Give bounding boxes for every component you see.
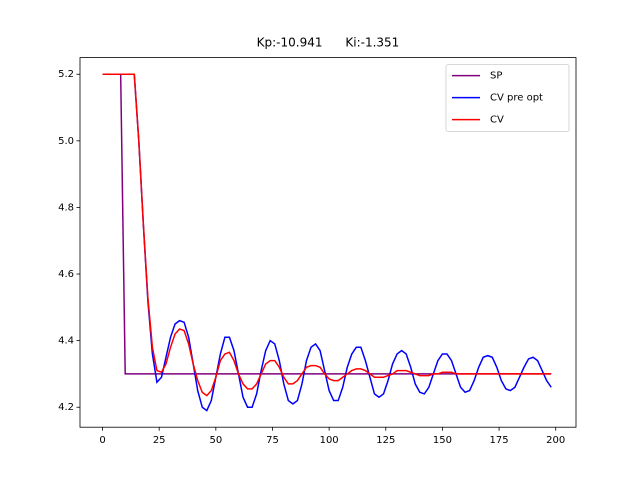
y-tick-label: 4.6: [58, 269, 74, 280]
x-tick-label: 100: [320, 435, 339, 446]
legend: SP CV pre opt CV: [445, 64, 570, 132]
legend-box: [445, 64, 570, 132]
x-tick-label: 75: [266, 435, 279, 446]
y-tick-label: 4.8: [58, 202, 74, 213]
x-tick-label: 150: [433, 435, 452, 446]
plot-frame: [79, 57, 577, 428]
y-tick-label: 5.2: [58, 69, 74, 80]
x-tick-label: 0: [99, 435, 105, 446]
legend-label: SP: [490, 71, 502, 82]
y-tick-label: 4.2: [58, 402, 74, 413]
x-tick-label: 125: [376, 435, 395, 446]
y-tick-label: 5.0: [58, 136, 74, 147]
x-tick-label: 200: [546, 435, 565, 446]
legend-label: CV: [490, 115, 504, 126]
legend-label: CV pre opt: [490, 93, 543, 104]
x-tick-label: 25: [153, 435, 166, 446]
series-line: [102, 73, 552, 397]
chart-title: Kp:-10.941 Ki:-1.351: [257, 36, 400, 50]
x-tick-label: 175: [490, 435, 509, 446]
y-tick-label: 4.4: [58, 336, 74, 347]
x-tick-label: 50: [209, 435, 222, 446]
